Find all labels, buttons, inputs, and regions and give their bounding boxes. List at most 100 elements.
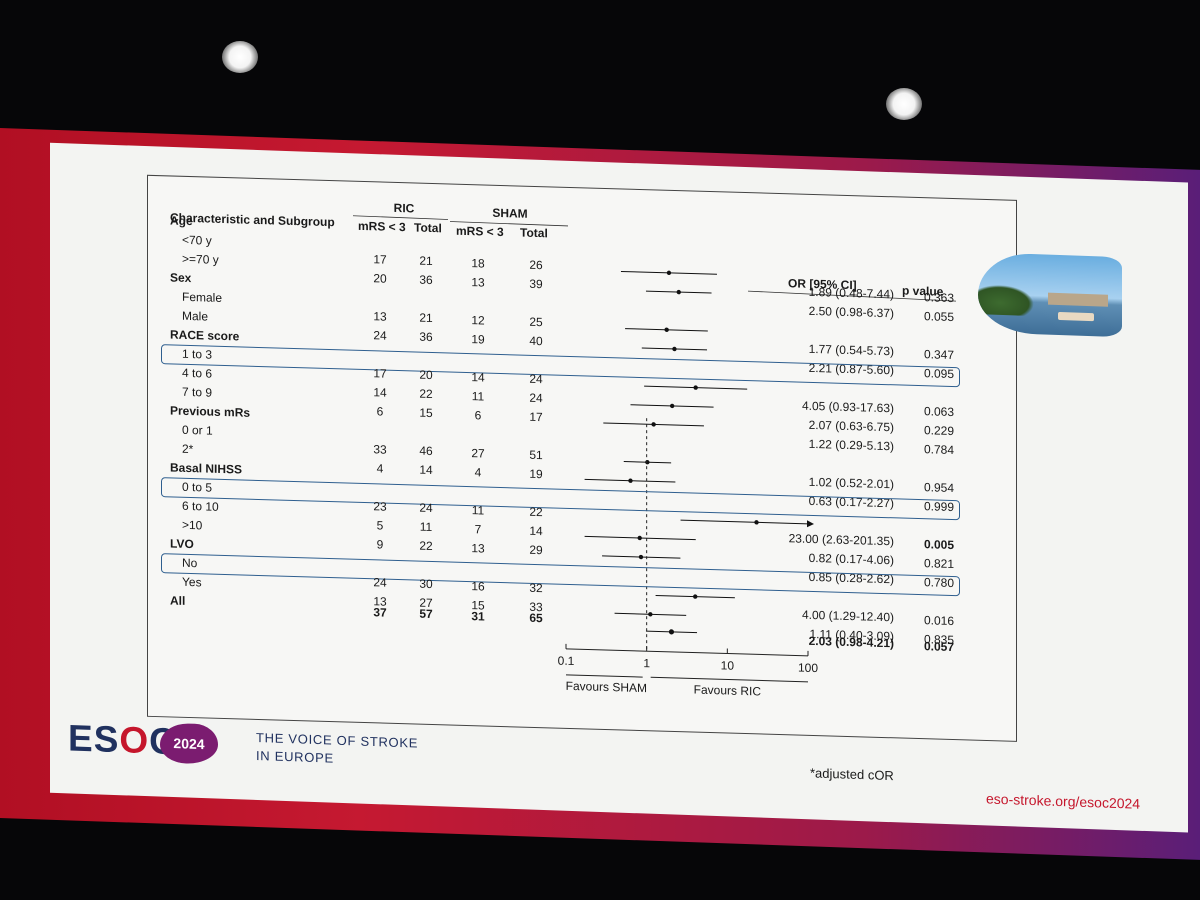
sham-total-value: 29	[529, 542, 543, 558]
subgroup-label: >10	[182, 517, 203, 533]
ric-total-value: 14	[419, 462, 433, 478]
ric-mrs-value: 20	[373, 271, 387, 286]
sham-mrs-value: 7	[474, 522, 482, 537]
ric-total-value: 11	[419, 519, 433, 535]
favours-sham-bracket	[566, 674, 643, 678]
ric-header-rule	[352, 215, 449, 220]
ric-total-value: 21	[419, 310, 433, 326]
sham-total-value: 40	[529, 333, 543, 349]
header-ric-mrs: mRS < 3	[358, 218, 406, 235]
ric-total-value: 57	[419, 606, 433, 622]
sham-mrs-value: 27	[471, 446, 485, 461]
favours-ric-label: Favours RIC	[694, 683, 762, 699]
point-estimate	[664, 327, 669, 332]
ric-total-value: 36	[419, 272, 433, 288]
sham-mrs-value: 14	[471, 370, 485, 385]
subgroup-label: Female	[182, 289, 223, 305]
point-estimate	[754, 520, 759, 525]
ric-mrs-value: 24	[373, 575, 387, 590]
ric-mrs-value: 23	[373, 499, 387, 514]
subgroup-heading: RACE score	[170, 327, 240, 344]
subgroup-heading: Sex	[170, 270, 192, 286]
subgroup-heading: Previous mRs	[170, 403, 251, 420]
footnote: *adjusted cOR	[810, 765, 894, 784]
subgroup-heading: Basal NIHSS	[170, 460, 243, 477]
ric-mrs-value: 17	[373, 366, 387, 381]
p-value: 0.954	[923, 480, 954, 496]
p-value: 0.005	[923, 537, 954, 553]
or-header-rule	[747, 290, 957, 302]
sham-mrs-value: 11	[471, 503, 485, 518]
header-sham-total: Total	[520, 225, 548, 241]
ric-mrs-value: 33	[373, 442, 387, 457]
p-value: 0.055	[923, 309, 954, 325]
point-estimate	[669, 403, 675, 409]
subgroup-heading: Age	[170, 213, 193, 229]
point-estimate	[638, 554, 644, 560]
sham-mrs-value: 31	[471, 609, 485, 624]
p-value: 0.784	[923, 442, 954, 458]
ric-mrs-value: 14	[373, 385, 387, 400]
sham-total-value: 24	[529, 390, 543, 406]
header-sham-mrs: mRS < 3	[456, 223, 504, 240]
point-estimate	[666, 270, 672, 276]
point-estimate	[672, 346, 677, 352]
ric-total-value: 22	[419, 538, 433, 554]
sham-mrs-value: 18	[471, 256, 485, 271]
ric-mrs-value: 17	[373, 252, 387, 267]
sham-mrs-value: 11	[471, 389, 485, 404]
sham-total-value: 24	[529, 371, 543, 387]
point-estimate	[637, 535, 642, 541]
sham-total-value: 17	[529, 409, 543, 425]
tagline-line-2: IN EUROPE	[256, 747, 334, 766]
x-tick-label: 1	[643, 656, 650, 670]
subgroup-label: 0 or 1	[182, 422, 213, 438]
p-value: 0.363	[923, 290, 954, 306]
subgroup-label: Male	[182, 308, 209, 324]
subgroup-label: 7 to 9	[182, 384, 213, 400]
point-estimate	[676, 289, 681, 295]
subgroup-label: 4 to 6	[182, 365, 213, 381]
favours-ric-bracket	[650, 676, 808, 683]
sham-mrs-value: 12	[471, 313, 485, 328]
sham-total-value: 19	[529, 466, 543, 482]
ric-mrs-value: 9	[376, 537, 384, 552]
sham-mrs-value: 19	[471, 332, 485, 347]
ric-mrs-value: 6	[376, 404, 384, 419]
p-value: 0.229	[923, 423, 954, 439]
point-estimate	[628, 478, 633, 483]
ceiling-light	[886, 88, 922, 120]
x-tick-label: 0.1	[558, 654, 575, 668]
ci-arrow	[807, 520, 814, 528]
conference-url: eso-stroke.org/esoc2024	[986, 790, 1141, 812]
ric-total-value: 30	[419, 576, 433, 592]
sham-mrs-value: 13	[471, 275, 485, 290]
projection-screen: 0.1 1 10 100 Favours SHAM Favours RIC Charact…	[0, 128, 1200, 860]
city-river-photo	[978, 252, 1122, 338]
subgroup-label: 2*	[182, 441, 194, 457]
subgroup-label: Yes	[182, 574, 202, 590]
sham-mrs-value: 16	[471, 579, 485, 594]
subgroup-heading: All	[170, 593, 186, 608]
subgroup-heading: LVO	[170, 536, 194, 552]
point-estimate	[645, 460, 650, 465]
sham-total-value: 14	[529, 523, 543, 539]
point-estimate	[651, 422, 656, 427]
p-value: 0.347	[923, 347, 954, 363]
ric-total-value: 24	[419, 500, 433, 516]
ric-total-value: 22	[419, 386, 433, 402]
ric-total-value: 46	[419, 443, 433, 459]
esoc-year-badge: 2024	[160, 722, 218, 765]
ric-mrs-value: 5	[376, 518, 384, 533]
sham-total-value: 25	[529, 314, 543, 330]
ceiling-light	[222, 41, 258, 73]
sham-total-value: 65	[529, 610, 543, 626]
x-axis	[566, 648, 808, 657]
sham-mrs-value: 4	[474, 465, 482, 480]
favours-sham-label: Favours SHAM	[566, 679, 647, 695]
p-value: 0.821	[923, 556, 954, 572]
ric-mrs-value: 13	[373, 309, 387, 324]
ci-line	[680, 519, 808, 525]
ric-total-value: 21	[419, 253, 433, 269]
sham-total-value: 26	[529, 257, 543, 273]
